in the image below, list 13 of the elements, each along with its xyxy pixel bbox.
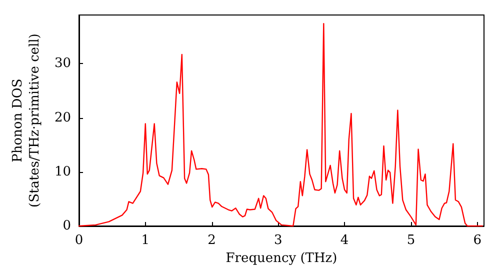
y-axis-title: Phonon DOS (States/THz·primitive cell) [10, 33, 43, 208]
x-tick-label: 4 [340, 233, 349, 248]
y-tick-label: 20 [54, 110, 71, 126]
y-tick-label: 10 [54, 164, 71, 180]
x-tick-label: 6 [473, 233, 482, 248]
x-tick-label: 5 [406, 233, 416, 248]
x-axis-title: Frequency (THz) [226, 250, 338, 266]
y-tick-label: 0 [62, 218, 71, 234]
x-tick-label: 2 [208, 233, 216, 248]
y-tick-label: 30 [54, 56, 71, 72]
x-tick-label: 0 [74, 233, 84, 248]
x-tick-label: 1 [141, 233, 150, 248]
x-tick-label: 3 [274, 233, 282, 248]
